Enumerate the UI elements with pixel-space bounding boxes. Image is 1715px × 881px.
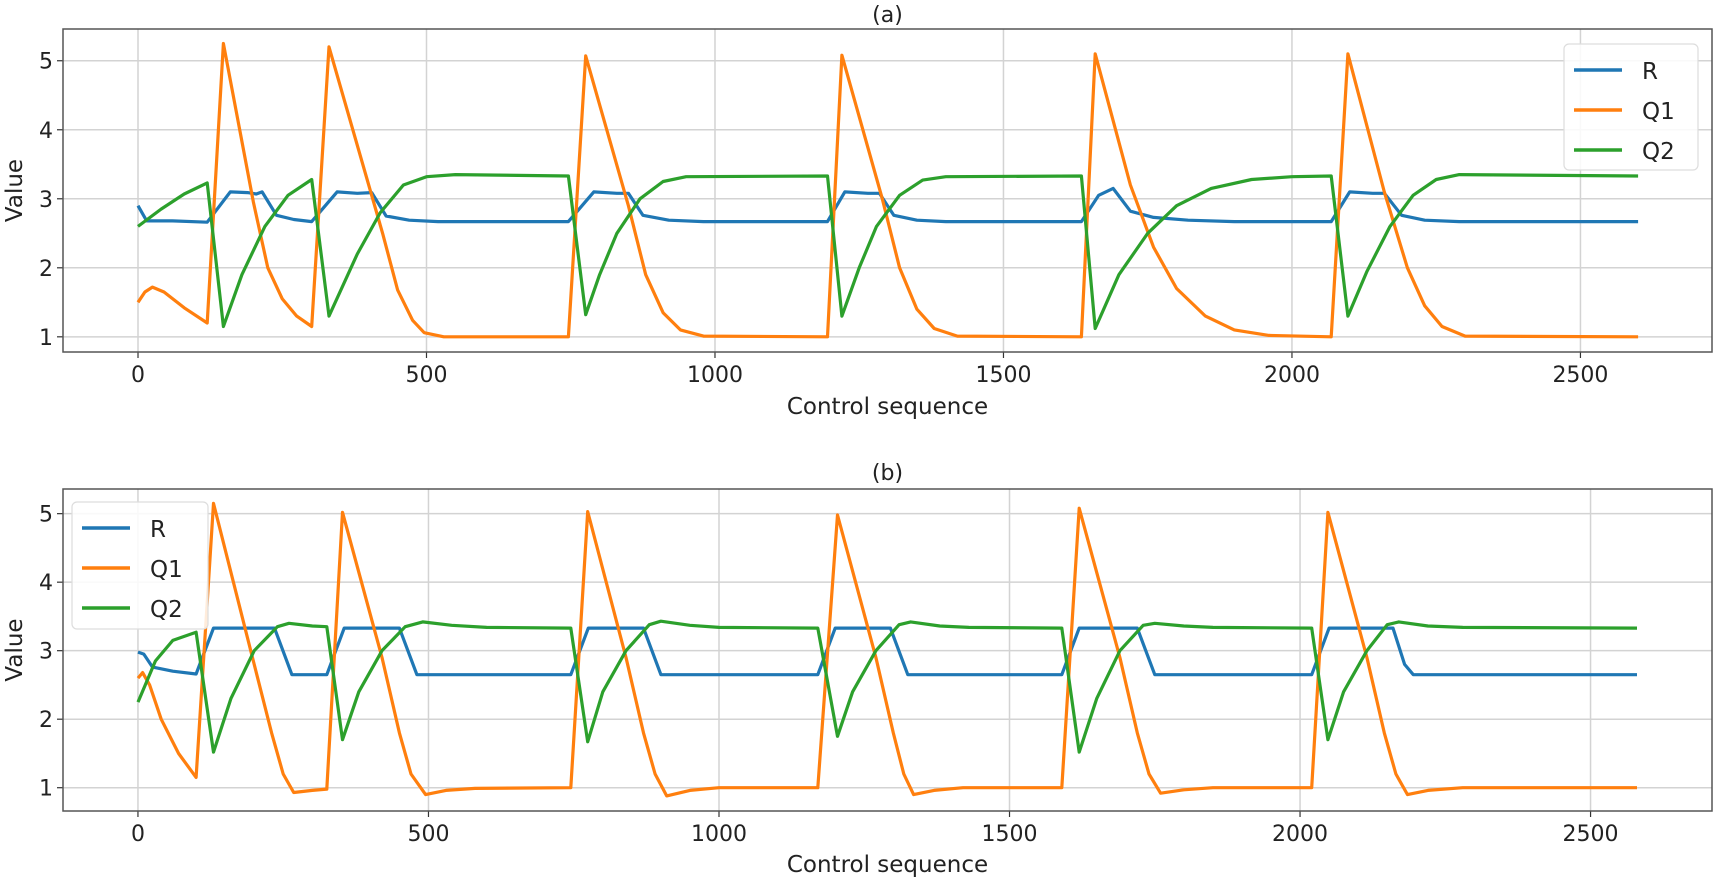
y-axis-label: Value <box>2 618 28 681</box>
legend-label-q1: Q1 <box>1642 99 1675 125</box>
chart-title: (a) <box>872 3 903 28</box>
x-axis-label: Control sequence <box>787 394 988 420</box>
y-tick-label: 4 <box>39 119 53 144</box>
y-axis-label: Value <box>2 159 28 222</box>
x-tick-label: 2000 <box>1272 822 1328 847</box>
x-tick-label: 0 <box>131 363 145 388</box>
legend-box <box>1563 43 1699 171</box>
x-tick-label: 1000 <box>687 363 743 388</box>
x-tick-label: 1500 <box>975 363 1031 388</box>
series-line-q1 <box>136 501 1637 798</box>
y-tick-label: 3 <box>39 640 53 665</box>
x-tick-label: 500 <box>405 363 447 388</box>
legend-label-r: R <box>150 517 166 543</box>
x-tick-label: 2000 <box>1264 363 1320 388</box>
legend: R Q1 Q2 <box>1563 43 1699 171</box>
chart-panel-a: 0 500 1000 1500 2000 2500 1 2 3 4 5 (a) Control sequ… <box>2 3 1713 420</box>
plot-frame <box>62 488 1713 812</box>
series-line-q2 <box>136 619 1638 754</box>
x-tick-label: 1000 <box>691 822 747 847</box>
legend: R Q1 Q2 <box>71 501 209 630</box>
chart-title: (b) <box>872 461 903 486</box>
series-line-r <box>136 186 1639 224</box>
x-tick-label: 2500 <box>1552 363 1608 388</box>
y-tick-label: 1 <box>39 777 53 802</box>
x-tick-label: 2500 <box>1563 822 1619 847</box>
x-tick-label: 0 <box>131 822 145 847</box>
y-tick-label: 4 <box>39 571 53 596</box>
legend-box <box>71 501 209 630</box>
x-tick-label: 1500 <box>982 822 1038 847</box>
legend-label-q1: Q1 <box>150 557 183 583</box>
legend-label-r: R <box>1642 59 1658 85</box>
y-tick-label: 1 <box>39 326 53 351</box>
x-tick-label: 500 <box>407 822 449 847</box>
legend-label-q2: Q2 <box>1642 139 1675 165</box>
x-axis-label: Control sequence <box>787 852 988 878</box>
series-line-r <box>137 626 1637 677</box>
y-tick-label: 3 <box>39 188 53 213</box>
y-tick-label: 2 <box>39 708 53 733</box>
chart-panel-b: 0 500 1000 1500 2000 2500 1 2 3 4 5 (b) Control sequ… <box>2 461 1713 878</box>
y-tick-label: 5 <box>39 503 53 528</box>
series-line-q2 <box>137 173 1639 331</box>
y-tick-label: 2 <box>39 257 53 282</box>
plot-frame <box>62 28 1713 353</box>
y-tick-label: 5 <box>39 50 53 75</box>
legend-label-q2: Q2 <box>150 597 183 623</box>
series-line-q1 <box>136 41 1639 339</box>
